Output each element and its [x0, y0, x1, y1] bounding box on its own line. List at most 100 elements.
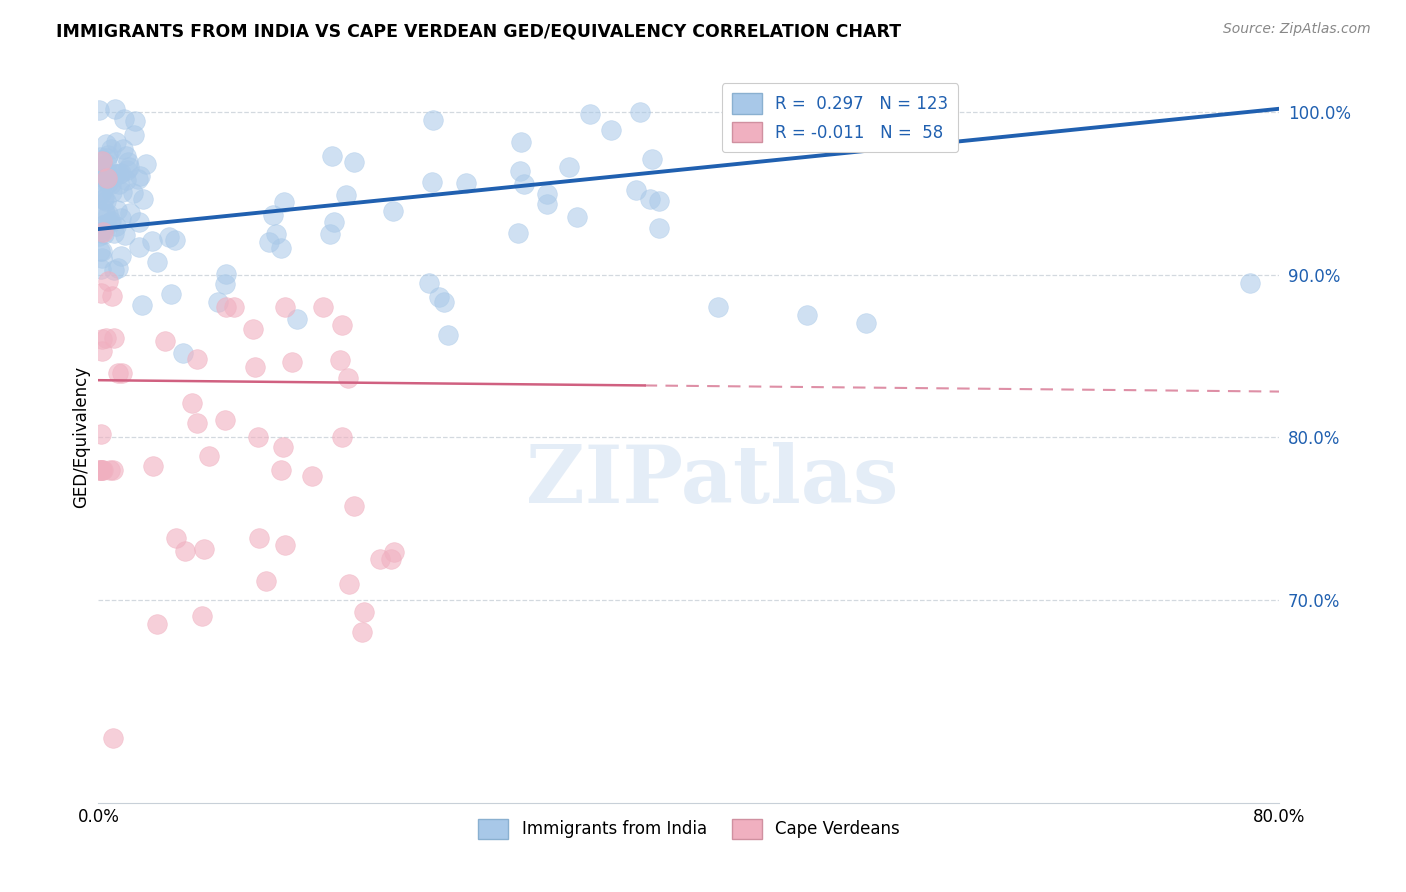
Point	[257, 235, 280, 250]
Point	[94, 194, 117, 208]
Point	[128, 215, 150, 229]
Point	[509, 135, 531, 149]
Point	[271, 441, 294, 455]
Point	[433, 295, 456, 310]
Point	[103, 227, 125, 241]
Point	[198, 450, 221, 464]
Point	[335, 188, 357, 202]
Point	[247, 430, 270, 444]
Point	[242, 322, 264, 336]
Point	[97, 274, 120, 288]
Point	[418, 276, 440, 290]
Point	[245, 360, 267, 375]
Point	[90, 426, 112, 441]
Point	[108, 177, 131, 191]
Point	[274, 538, 297, 552]
Point	[91, 252, 114, 266]
Point	[142, 458, 165, 473]
Point	[89, 187, 111, 202]
Point	[224, 300, 246, 314]
Point	[648, 194, 671, 209]
Point	[91, 332, 114, 346]
Point	[796, 308, 818, 322]
Text: IMMIGRANTS FROM INDIA VS CAPE VERDEAN GED/EQUIVALENCY CORRELATION CHART: IMMIGRANTS FROM INDIA VS CAPE VERDEAN GE…	[56, 22, 901, 40]
Point	[172, 345, 194, 359]
Point	[110, 166, 132, 180]
Point	[330, 318, 353, 332]
Point	[111, 185, 134, 199]
Point	[454, 176, 477, 190]
Point	[264, 227, 287, 241]
Point	[186, 351, 208, 366]
Point	[105, 167, 128, 181]
Point	[536, 187, 558, 202]
Point	[624, 184, 647, 198]
Point	[101, 462, 124, 476]
Point	[91, 225, 114, 239]
Point	[855, 316, 877, 330]
Point	[301, 468, 323, 483]
Point	[90, 221, 112, 235]
Point	[90, 185, 112, 199]
Legend: Immigrants from India, Cape Verdeans: Immigrants from India, Cape Verdeans	[471, 812, 907, 846]
Text: ZIPatlas: ZIPatlas	[526, 442, 898, 520]
Point	[91, 192, 114, 206]
Point	[1239, 276, 1261, 290]
Point	[105, 203, 128, 218]
Point	[128, 240, 150, 254]
Point	[97, 177, 120, 191]
Point	[628, 105, 651, 120]
Point	[104, 102, 127, 116]
Point	[91, 462, 114, 476]
Point	[381, 204, 404, 219]
Point	[110, 249, 132, 263]
Point	[97, 206, 120, 220]
Point	[129, 169, 152, 183]
Point	[90, 262, 112, 277]
Point	[437, 328, 460, 343]
Point	[599, 123, 621, 137]
Point	[270, 241, 292, 255]
Point	[353, 605, 375, 619]
Point	[285, 312, 308, 326]
Point	[100, 289, 122, 303]
Text: Source: ZipAtlas.com: Source: ZipAtlas.com	[1223, 22, 1371, 37]
Point	[141, 234, 163, 248]
Point	[96, 217, 118, 231]
Point	[91, 169, 114, 183]
Point	[509, 164, 531, 178]
Point	[638, 193, 661, 207]
Point	[274, 300, 297, 314]
Point	[124, 113, 146, 128]
Point	[254, 574, 277, 588]
Point	[321, 149, 343, 163]
Point	[91, 219, 114, 233]
Point	[565, 210, 588, 224]
Point	[343, 155, 366, 169]
Point	[157, 230, 180, 244]
Point	[422, 112, 444, 127]
Point	[117, 155, 139, 169]
Point	[110, 211, 132, 226]
Point	[579, 107, 602, 121]
Point	[343, 499, 366, 513]
Point	[89, 151, 111, 165]
Point	[108, 167, 131, 181]
Point	[329, 352, 352, 367]
Point	[262, 208, 284, 222]
Point	[337, 371, 360, 385]
Point	[93, 202, 115, 217]
Point	[127, 172, 149, 186]
Point	[100, 142, 122, 156]
Point	[120, 205, 142, 219]
Point	[368, 551, 391, 566]
Point	[94, 205, 117, 219]
Point	[93, 174, 115, 188]
Point	[96, 170, 118, 185]
Point	[273, 195, 295, 210]
Point	[207, 295, 229, 310]
Point	[135, 156, 157, 170]
Point	[312, 300, 335, 314]
Point	[122, 186, 145, 201]
Point	[427, 291, 450, 305]
